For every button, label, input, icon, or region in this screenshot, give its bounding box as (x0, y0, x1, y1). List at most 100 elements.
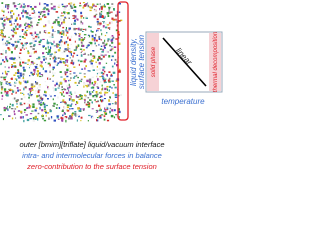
atom (26, 8, 29, 10)
atom (1, 17, 3, 20)
atom (109, 27, 111, 30)
atom (5, 50, 7, 53)
atom (43, 119, 47, 122)
atom (47, 45, 50, 47)
atom (7, 42, 11, 44)
atom (37, 99, 40, 102)
atom (51, 36, 54, 38)
atom (19, 82, 22, 85)
atom (96, 119, 98, 122)
atom (107, 108, 109, 110)
atom (103, 79, 106, 83)
atom (42, 46, 45, 48)
atom (19, 102, 22, 105)
atom (95, 101, 98, 103)
atom (40, 103, 43, 106)
atom (57, 45, 59, 47)
atom (23, 109, 27, 111)
atom (109, 21, 111, 25)
atom (24, 62, 27, 64)
atom (28, 67, 30, 69)
atom (49, 63, 51, 67)
atom (80, 15, 83, 17)
atom (49, 58, 51, 60)
atom (3, 76, 6, 79)
atom (78, 98, 81, 100)
atom (108, 77, 111, 80)
atom (16, 103, 18, 105)
atom (14, 31, 17, 35)
atom (103, 44, 106, 48)
atom (95, 45, 98, 47)
atom (38, 94, 41, 97)
atom (8, 66, 10, 69)
atom (66, 109, 70, 112)
atom (13, 97, 16, 100)
atom (111, 80, 114, 82)
atom (118, 42, 121, 45)
atom (114, 96, 118, 98)
atom (4, 66, 6, 68)
atom (118, 108, 120, 111)
atom (30, 6, 32, 8)
atom (68, 79, 70, 82)
atom (83, 5, 86, 7)
atom (102, 69, 105, 71)
atom (65, 49, 67, 52)
atom (92, 55, 94, 57)
atom (43, 3, 47, 5)
atom (53, 56, 56, 59)
atom (92, 69, 95, 71)
atom (0, 57, 3, 59)
atom (100, 95, 103, 98)
atom (22, 10, 24, 13)
atom (17, 70, 20, 73)
atom (28, 103, 30, 107)
atom (104, 112, 106, 114)
atom (48, 36, 52, 38)
atom (39, 72, 41, 75)
atom (30, 42, 33, 44)
atom (10, 78, 12, 80)
atom (101, 99, 103, 103)
atom (66, 84, 69, 88)
atom (91, 44, 93, 47)
atom (99, 81, 102, 83)
atom (91, 116, 94, 119)
atom (5, 92, 8, 95)
atom (41, 109, 44, 112)
atom (47, 46, 49, 49)
atom (109, 110, 111, 114)
atom (64, 80, 67, 83)
atom (101, 8, 103, 11)
atom (67, 87, 70, 89)
atom (100, 58, 103, 61)
atom (83, 34, 87, 36)
atom (8, 38, 11, 41)
atom (12, 43, 15, 47)
atom (53, 74, 55, 76)
atom (114, 86, 117, 89)
atom (86, 90, 89, 93)
right-band-label: thermal decomposition (213, 31, 219, 92)
atom (94, 42, 96, 45)
atom (55, 43, 58, 46)
atom (53, 95, 56, 97)
atom (6, 7, 9, 10)
atom (2, 24, 5, 27)
atom (32, 48, 35, 50)
atom (108, 71, 111, 73)
atom (63, 95, 65, 97)
atom (80, 116, 83, 119)
atom (61, 33, 63, 35)
atom (109, 36, 112, 40)
atom (115, 29, 118, 32)
atom (35, 81, 37, 84)
atom (60, 76, 63, 78)
atom (77, 107, 80, 110)
atom (77, 18, 79, 21)
atom (76, 114, 79, 117)
atom (1, 83, 4, 86)
atom (12, 27, 14, 29)
atom (6, 5, 10, 7)
